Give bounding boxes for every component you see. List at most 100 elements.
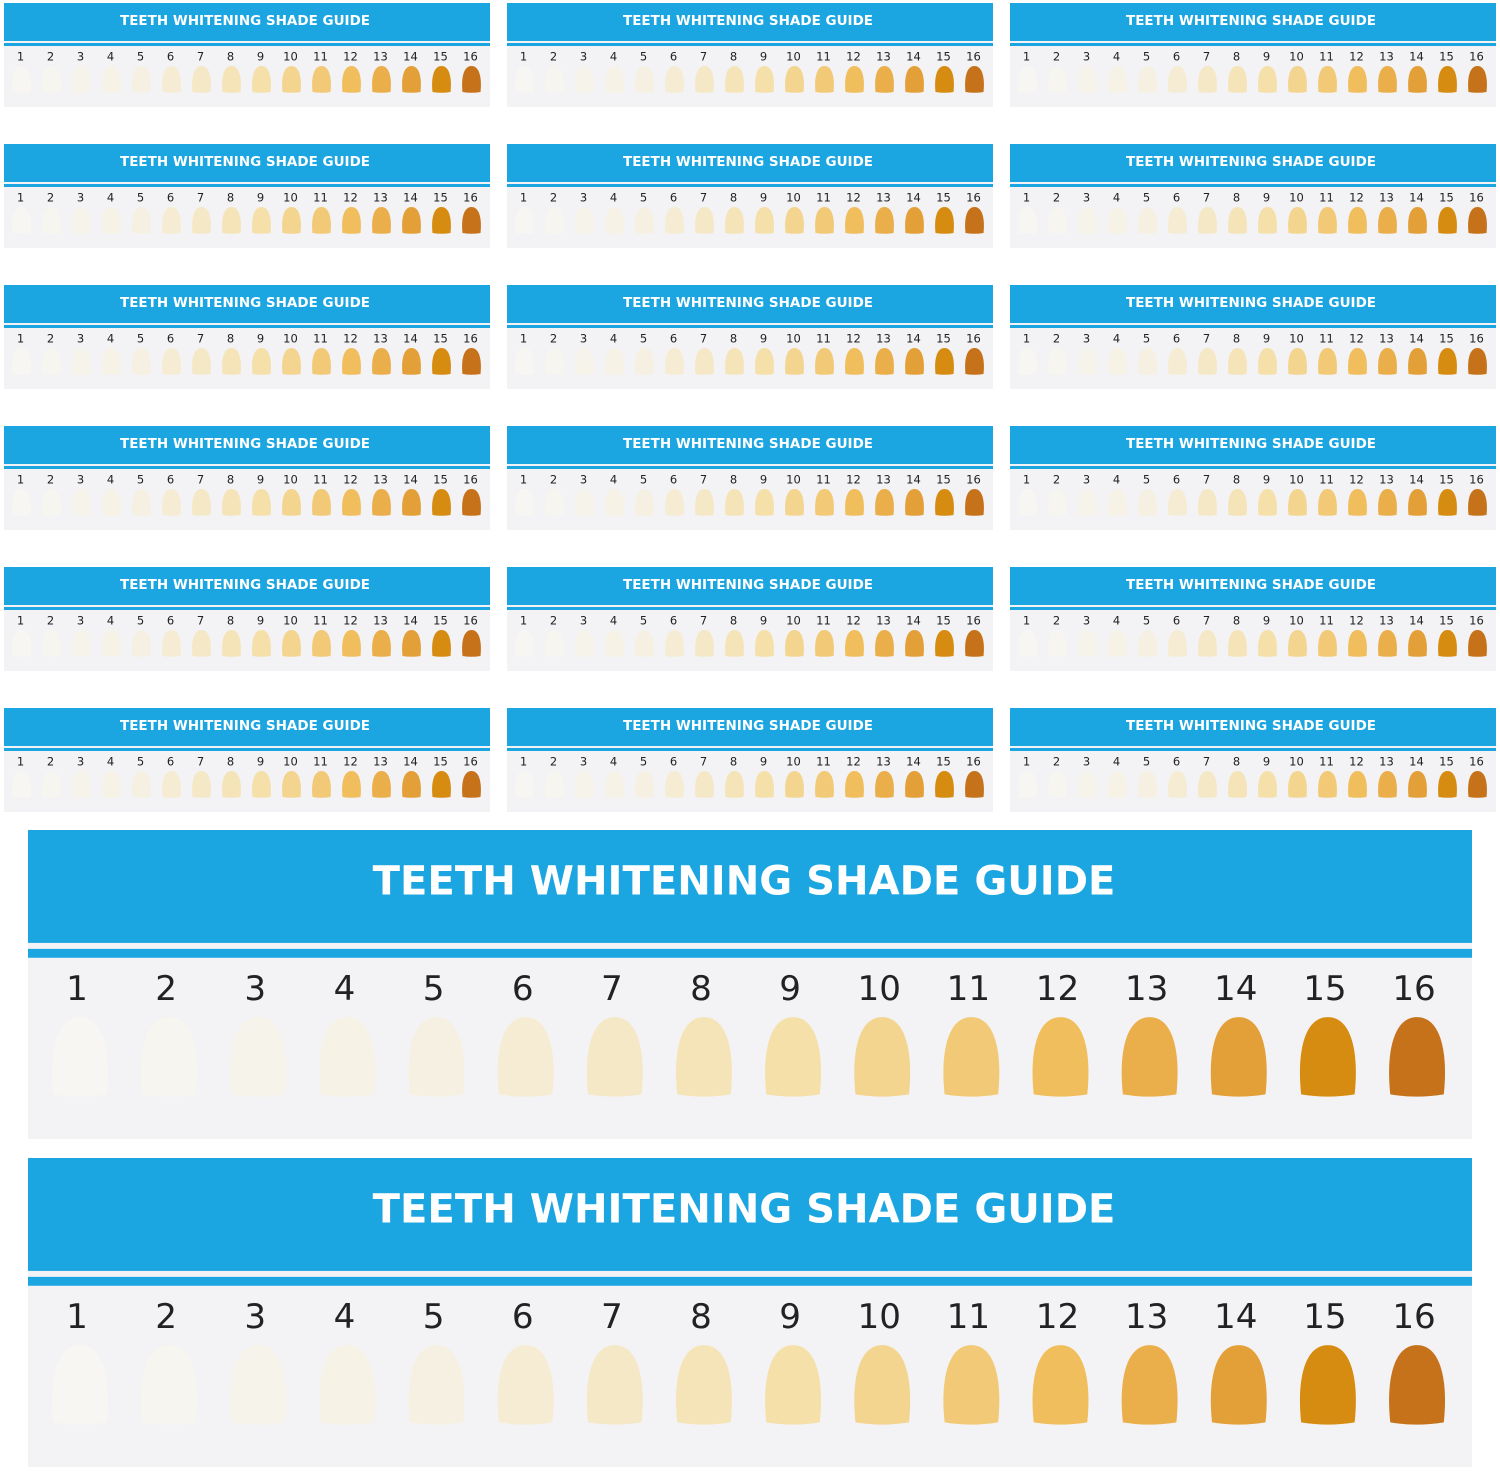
tooth xyxy=(319,1345,376,1425)
tooth xyxy=(432,66,451,93)
card-title: TEETH WHITENING SHADE GUIDE xyxy=(120,718,370,734)
tooth xyxy=(1348,207,1367,234)
shade-number: 5 xyxy=(137,614,144,628)
shade-number: 9 xyxy=(760,191,767,205)
tooth xyxy=(1468,489,1487,516)
tooth xyxy=(1348,66,1367,93)
header-stripe xyxy=(28,948,1472,958)
tooth xyxy=(755,771,774,798)
tooth xyxy=(1108,66,1127,93)
shade-number: 13 xyxy=(876,50,891,64)
tooth xyxy=(1438,489,1457,516)
tooth xyxy=(1032,1017,1089,1097)
shade-number: 5 xyxy=(1143,191,1150,205)
tooth xyxy=(845,771,864,798)
shade-number: 15 xyxy=(1439,755,1454,769)
tooth xyxy=(402,348,421,375)
shade-number: 2 xyxy=(47,614,54,628)
shade-number: 6 xyxy=(512,1297,534,1337)
shade-number: 10 xyxy=(786,191,801,205)
card-title: TEETH WHITENING SHADE GUIDE xyxy=(120,577,370,593)
tooth xyxy=(875,630,894,657)
tooth xyxy=(935,66,954,93)
tooth xyxy=(943,1345,1000,1425)
shade-number: 14 xyxy=(1409,191,1424,205)
tooth xyxy=(854,1345,911,1425)
tooth xyxy=(695,489,714,516)
tooth xyxy=(1198,489,1217,516)
shade-number: 8 xyxy=(1233,332,1240,346)
card-title: TEETH WHITENING SHADE GUIDE xyxy=(120,295,370,311)
shade-number: 4 xyxy=(334,969,356,1009)
tooth xyxy=(875,66,894,93)
tooth xyxy=(42,66,61,93)
shade-number: 11 xyxy=(816,332,831,346)
tooth xyxy=(755,348,774,375)
shade-number: 12 xyxy=(1349,614,1364,628)
shade-number: 15 xyxy=(936,191,951,205)
shade-number: 7 xyxy=(700,50,707,64)
shade-number: 11 xyxy=(816,50,831,64)
shade-number: 7 xyxy=(197,614,204,628)
shade-number: 15 xyxy=(936,614,951,628)
shade-number: 8 xyxy=(690,969,712,1009)
header-stripe xyxy=(1010,43,1496,46)
tooth xyxy=(575,66,594,93)
shade-number: 7 xyxy=(700,332,707,346)
tooth xyxy=(815,66,834,93)
shade-number: 12 xyxy=(343,50,358,64)
tooth xyxy=(132,630,151,657)
tooth xyxy=(635,348,654,375)
tooth xyxy=(1348,489,1367,516)
tooth xyxy=(252,630,271,657)
tooth xyxy=(1228,207,1247,234)
tooth xyxy=(665,489,684,516)
tooth xyxy=(1018,66,1037,93)
shade-number: 10 xyxy=(786,332,801,346)
tooth xyxy=(402,207,421,234)
shade-number: 6 xyxy=(1173,191,1180,205)
tooth xyxy=(132,348,151,375)
shade-number: 15 xyxy=(1303,1297,1346,1337)
tooth xyxy=(1018,348,1037,375)
shade-number: 8 xyxy=(1233,191,1240,205)
shade-number: 3 xyxy=(244,969,266,1009)
tooth xyxy=(1318,348,1337,375)
tooth xyxy=(575,630,594,657)
tooth xyxy=(462,207,481,234)
card-header xyxy=(507,708,993,746)
tooth xyxy=(372,630,391,657)
tooth xyxy=(1318,630,1337,657)
tooth xyxy=(342,348,361,375)
shade-number: 15 xyxy=(433,473,448,487)
shade-number: 3 xyxy=(1083,755,1090,769)
tooth xyxy=(372,771,391,798)
header-stripe xyxy=(4,184,490,187)
tooth xyxy=(1228,489,1247,516)
tooth xyxy=(695,630,714,657)
shade-number: 16 xyxy=(463,614,478,628)
header-stripe xyxy=(507,325,993,328)
tooth xyxy=(815,348,834,375)
shade-number: 7 xyxy=(1203,755,1210,769)
tooth xyxy=(1438,630,1457,657)
shade-number: 4 xyxy=(107,191,114,205)
tooth xyxy=(462,630,481,657)
tooth xyxy=(1258,489,1277,516)
shade-number: 15 xyxy=(1439,473,1454,487)
tooth xyxy=(192,207,211,234)
shade-number: 9 xyxy=(760,332,767,346)
shade-number: 9 xyxy=(779,969,801,1009)
shade-number: 11 xyxy=(816,473,831,487)
tooth xyxy=(1408,771,1427,798)
shade-number: 9 xyxy=(257,473,264,487)
header-stripe xyxy=(507,184,993,187)
shade-number: 12 xyxy=(343,332,358,346)
shade-number: 1 xyxy=(1023,332,1030,346)
shade-number: 9 xyxy=(1263,614,1270,628)
tooth xyxy=(635,489,654,516)
card-header xyxy=(28,1158,1472,1271)
